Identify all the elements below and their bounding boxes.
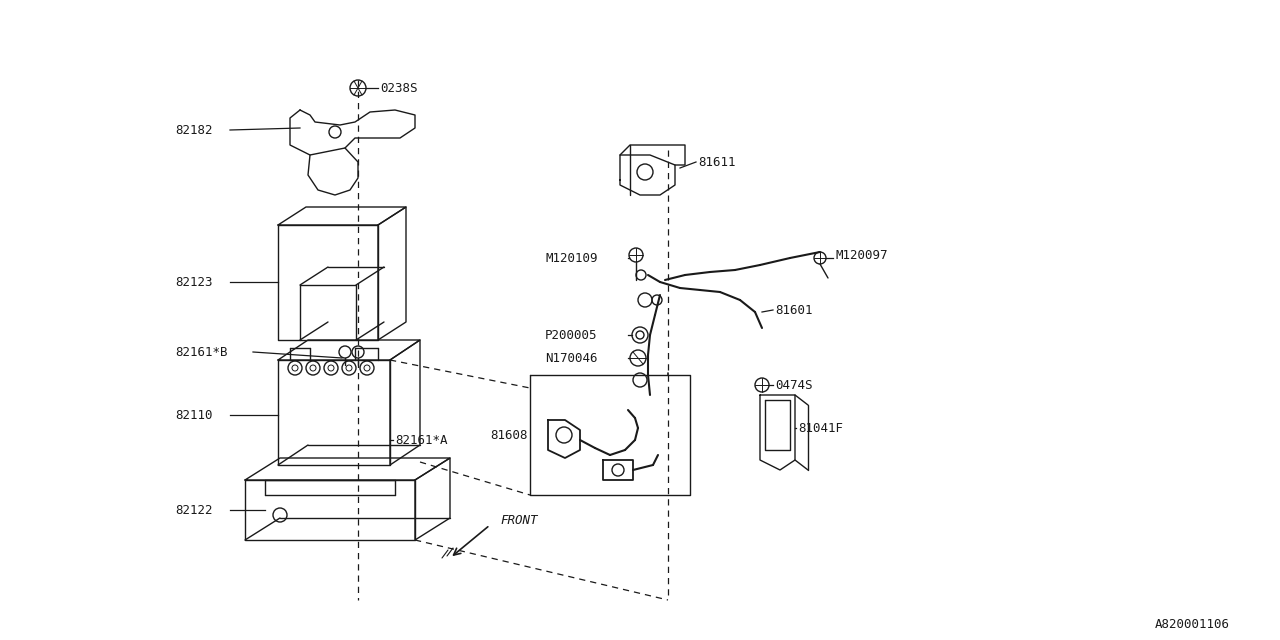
Text: P200005: P200005 — [545, 328, 598, 342]
Text: 82122: 82122 — [175, 504, 212, 516]
Text: M120109: M120109 — [545, 252, 598, 264]
Text: 82161*B: 82161*B — [175, 346, 228, 358]
Text: 81608: 81608 — [490, 429, 527, 442]
Text: N170046: N170046 — [545, 351, 598, 365]
Text: 81041F: 81041F — [797, 422, 844, 435]
Text: 0474S: 0474S — [774, 378, 813, 392]
Text: 82123: 82123 — [175, 275, 212, 289]
Text: 82161*A: 82161*A — [396, 433, 448, 447]
Text: A820001106: A820001106 — [1155, 618, 1230, 632]
Text: M120097: M120097 — [835, 248, 887, 262]
Text: 82182: 82182 — [175, 124, 212, 136]
Text: FRONT: FRONT — [500, 513, 538, 527]
Text: 81601: 81601 — [774, 303, 813, 317]
Text: 81611: 81611 — [698, 156, 736, 168]
Text: 0238S: 0238S — [380, 81, 417, 95]
Text: 82110: 82110 — [175, 408, 212, 422]
